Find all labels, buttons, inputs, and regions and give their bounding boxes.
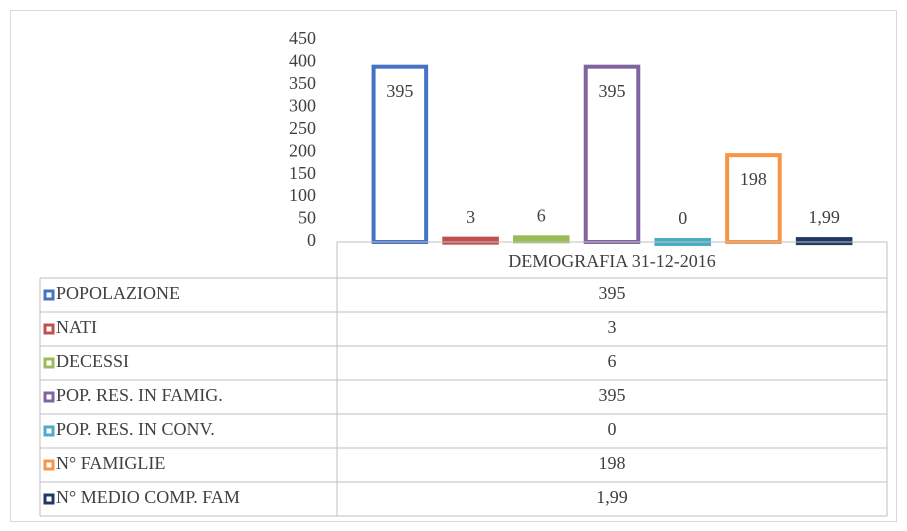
y-tick-label: 0: [307, 230, 316, 250]
table-value: 3: [608, 317, 617, 337]
y-tick-label: 200: [289, 140, 316, 160]
y-tick-label: 50: [298, 208, 316, 228]
x-tick-label: DEMOGRAFIA 31-12-2016: [508, 251, 716, 271]
data-label: 198: [740, 169, 767, 189]
data-label: 395: [386, 81, 413, 101]
legend-key: [43, 425, 55, 437]
legend-key: [43, 391, 55, 403]
legend-label: N° FAMIGLIE: [56, 453, 165, 473]
table-value: 1,99: [596, 487, 628, 507]
legend-key: [43, 289, 55, 301]
legend-label: POPOLAZIONE: [56, 283, 180, 303]
y-tick-label: 100: [289, 185, 316, 205]
data-label: 0: [678, 208, 687, 228]
legend-label: DECESSI: [56, 351, 129, 371]
legend-key: [43, 459, 55, 471]
table-value: 6: [608, 351, 617, 371]
y-tick-label: 350: [289, 73, 316, 93]
legend-label: N° MEDIO COMP. FAM: [56, 487, 240, 507]
y-tick-label: 300: [289, 95, 316, 115]
legend-label: NATI: [56, 317, 97, 337]
table-value: 395: [599, 283, 626, 303]
y-tick-label: 450: [289, 28, 316, 48]
y-tick-label: 400: [289, 51, 316, 71]
y-tick-label: 250: [289, 118, 316, 138]
bar: [795, 237, 853, 246]
legend-key: [43, 357, 55, 369]
data-label: 3: [466, 207, 475, 227]
legend-label: POP. RES. IN FAMIG.: [56, 385, 223, 405]
legend-key: [43, 323, 55, 335]
table-value: 395: [599, 385, 626, 405]
data-label: 395: [599, 81, 626, 101]
table-value: 198: [599, 453, 626, 473]
y-tick-label: 150: [289, 163, 316, 183]
data-label: 6: [537, 205, 546, 225]
legend-label: POP. RES. IN CONV.: [56, 419, 215, 439]
bar: [513, 235, 570, 244]
bar: [725, 153, 782, 244]
chart-border: [10, 10, 897, 522]
data-label: 1,99: [808, 207, 840, 227]
bar: [442, 236, 499, 245]
legend-key: [43, 493, 55, 505]
table-value: 0: [608, 419, 617, 439]
